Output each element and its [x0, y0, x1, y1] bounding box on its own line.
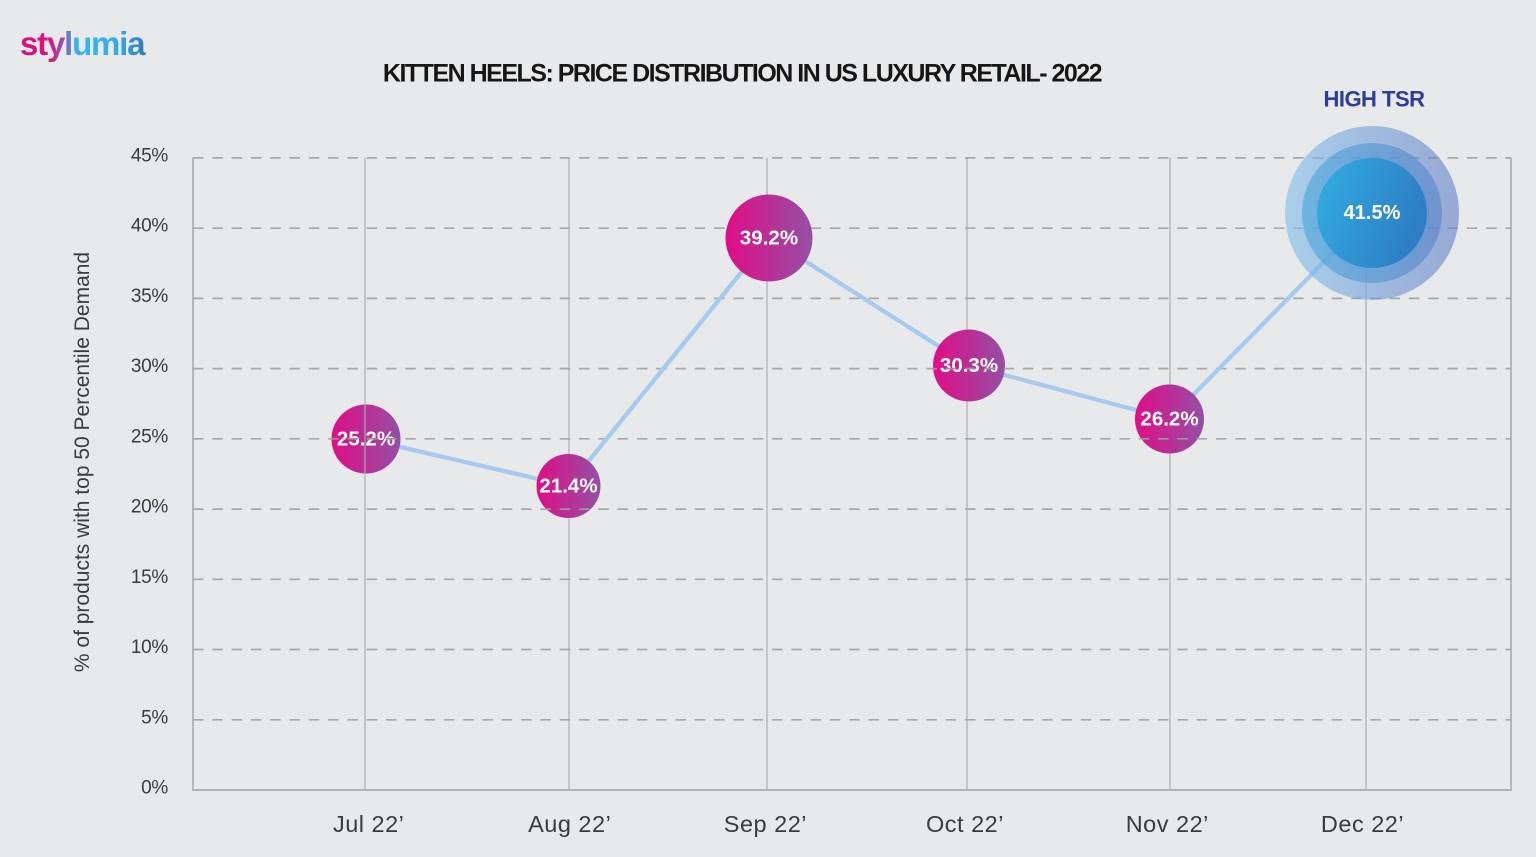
svg-text:39.2%: 39.2% [740, 227, 798, 250]
svg-text:% of products with top 50 Perc: % of products with top 50 Percentile Dem… [71, 252, 94, 672]
svg-text:35%: 35% [131, 286, 169, 307]
svg-text:25%: 25% [131, 426, 169, 447]
svg-text:26.2%: 26.2% [1140, 408, 1198, 431]
svg-text:Dec 22’: Dec 22’ [1321, 811, 1404, 837]
svg-text:30.3%: 30.3% [940, 354, 998, 377]
svg-text:5%: 5% [141, 707, 168, 728]
svg-text:Jul 22’: Jul 22’ [333, 811, 404, 837]
svg-text:41.5%: 41.5% [1344, 202, 1401, 224]
svg-text:Nov 22’: Nov 22’ [1126, 811, 1209, 837]
svg-text:Oct 22’: Oct 22’ [926, 811, 1004, 837]
svg-text:25.2%: 25.2% [337, 428, 395, 451]
svg-text:Aug 22’: Aug 22’ [528, 811, 611, 837]
svg-text:KITTEN HEELS: PRICE DISTRIBUTI: KITTEN HEELS: PRICE DISTRIBUTION IN US L… [383, 60, 1102, 88]
svg-text:stylumia: stylumia [20, 25, 146, 62]
svg-text:10%: 10% [131, 637, 169, 658]
svg-text:30%: 30% [131, 356, 169, 377]
svg-text:Sep 22’: Sep 22’ [724, 811, 807, 837]
svg-text:HIGH TSR: HIGH TSR [1323, 87, 1425, 112]
svg-text:20%: 20% [131, 497, 169, 518]
svg-text:21.4%: 21.4% [539, 475, 597, 498]
svg-text:45%: 45% [131, 145, 169, 166]
svg-text:15%: 15% [131, 567, 169, 588]
svg-text:40%: 40% [131, 216, 169, 237]
svg-text:0%: 0% [141, 778, 168, 799]
